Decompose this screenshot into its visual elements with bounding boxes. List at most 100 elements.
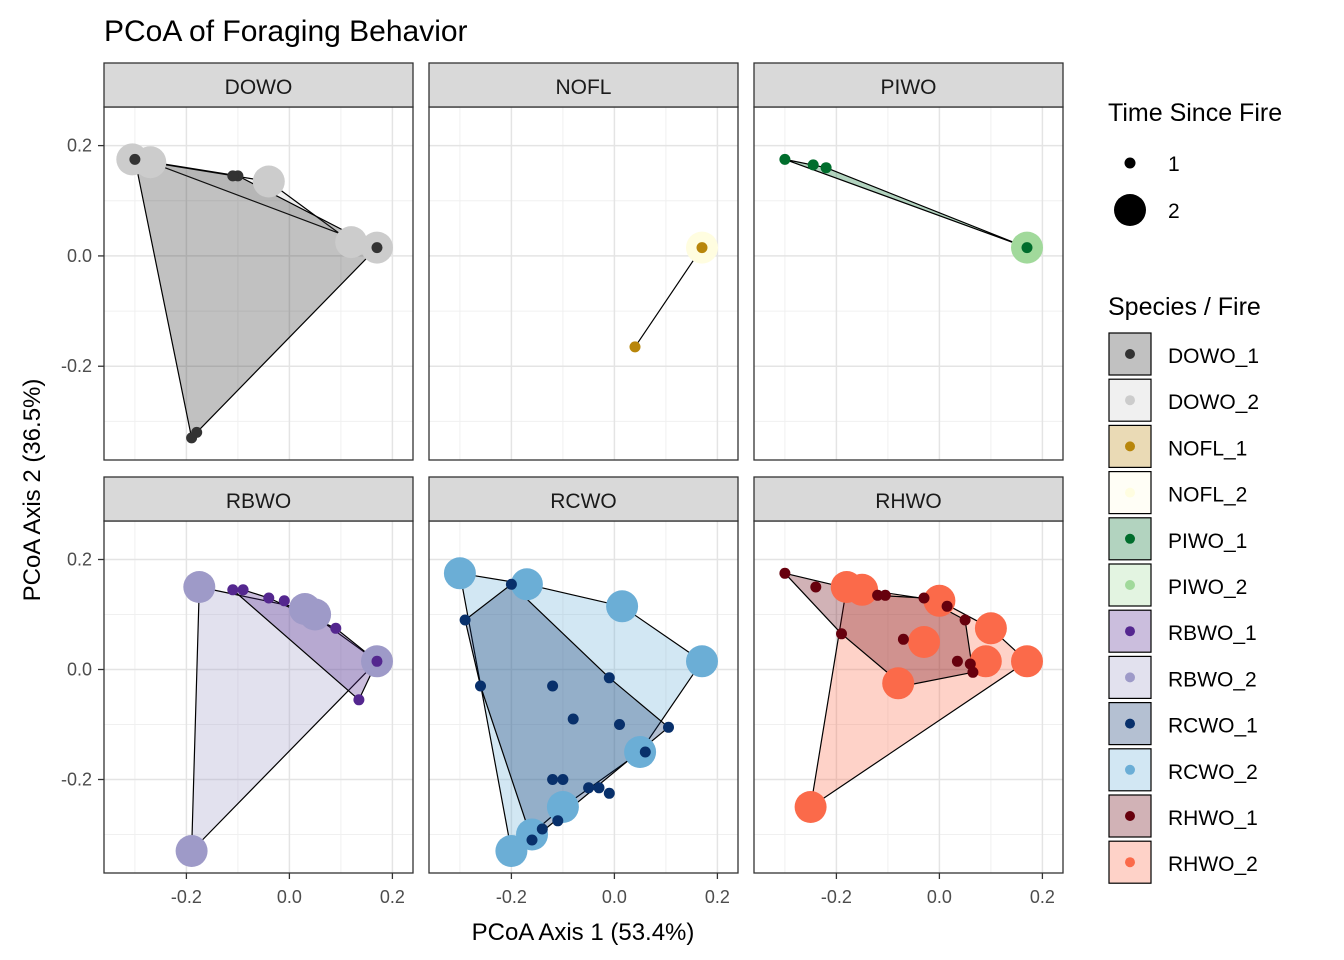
- point-nofl-1: [696, 242, 708, 254]
- y-tick-label: 0.0: [67, 660, 92, 680]
- color-legend: DOWO_1 DOWO_2 NOFL_1 NOFL_2 PIWO_1 PIWO_2 RBWO…: [1108, 332, 1259, 884]
- point-rbwo-1: [227, 584, 239, 596]
- color-legend-label: RHWO_1: [1168, 807, 1258, 830]
- point-rcwo-1: [552, 815, 564, 827]
- x-axis-ticks: -0.2 0.0 0.2 -0.2 0.0 0.2 -0.2 0.0 0.2: [171, 873, 1055, 907]
- color-legend-dot: [1125, 349, 1135, 359]
- color-legend-dot: [1125, 626, 1135, 637]
- point-rbwo-1: [371, 655, 383, 667]
- panel-rbwo: RBWO: [103, 476, 414, 874]
- point-rhwo-2: [882, 667, 915, 700]
- point-rcwo-1: [603, 672, 615, 684]
- point-rcwo-1: [603, 787, 615, 799]
- color-legend-label: DOWO_2: [1168, 391, 1259, 414]
- y-tick-label: 0.0: [67, 246, 92, 266]
- point-rhwo-1: [964, 658, 976, 670]
- size-legend-key: [1124, 157, 1136, 169]
- x-tick-label: 0.2: [380, 887, 405, 907]
- point-rcwo-1: [557, 774, 569, 785]
- color-legend-dot: [1125, 441, 1135, 452]
- chart-title: PCoA of Foraging Behavior: [104, 15, 468, 48]
- point-dowo-2: [252, 165, 285, 198]
- point-rhwo-1: [810, 581, 822, 593]
- strip-background: [103, 476, 414, 522]
- y-tick-label: 0.2: [67, 550, 92, 570]
- point-rcwo-1: [663, 721, 674, 733]
- point-rcwo-1: [547, 774, 559, 785]
- point-rhwo-1: [872, 589, 884, 601]
- point-rcwo-1: [536, 823, 548, 835]
- x-tick-label: 0.2: [705, 887, 730, 907]
- size-legend-title: Time Since Fire: [1108, 99, 1282, 127]
- point-rcwo-1: [567, 713, 579, 725]
- x-tick-label: 0.2: [1030, 887, 1055, 907]
- panel-rhwo: RHWO: [753, 476, 1064, 874]
- point-rcwo-1: [459, 614, 471, 626]
- point-rcwo-1: [593, 782, 605, 794]
- point-rbwo-1: [237, 584, 249, 596]
- point-rbwo-1: [278, 595, 290, 607]
- strip-label: RHWO: [875, 490, 942, 513]
- point-rbwo-1: [263, 592, 275, 604]
- point-rcwo-2: [510, 568, 543, 601]
- color-legend-dot: [1125, 672, 1135, 683]
- color-legend-label: RBWO_1: [1168, 622, 1257, 645]
- point-rbwo-2: [299, 598, 332, 631]
- point-rcwo-1: [475, 680, 486, 692]
- point-nofl-1: [629, 341, 641, 353]
- point-rhwo-1: [918, 592, 930, 604]
- point-rcwo-2: [495, 835, 528, 867]
- x-tick-label: -0.2: [496, 887, 527, 907]
- color-legend-label: DOWO_1: [1168, 345, 1259, 368]
- point-piwo-1: [807, 159, 819, 171]
- panel-dowo: DOWO: [103, 62, 414, 461]
- x-tick-label: -0.2: [821, 887, 852, 907]
- size-legend: 12: [1114, 153, 1180, 226]
- color-legend-title: Species / Fire: [1108, 293, 1261, 321]
- x-tick-label: 0.0: [602, 887, 627, 907]
- y-tick-label: -0.2: [61, 770, 92, 790]
- point-piwo-1: [820, 162, 832, 174]
- point-piwo-1: [1021, 242, 1033, 254]
- point-rhwo-2: [846, 573, 879, 606]
- point-dowo-1: [371, 242, 383, 254]
- point-rhwo-1: [941, 600, 953, 612]
- size-legend-key: [1114, 194, 1146, 226]
- color-legend-dot: [1125, 764, 1135, 775]
- x-tick-label: 0.0: [927, 887, 952, 907]
- point-rhwo-1: [967, 666, 979, 678]
- point-rcwo-1: [505, 578, 517, 590]
- point-dowo-1: [191, 426, 203, 438]
- color-legend-dot: [1125, 857, 1135, 868]
- facet-panels: DOWO NOFL PIWO RBWO RCWO RHWO: [103, 62, 1064, 874]
- point-rbwo-1: [330, 622, 342, 634]
- color-legend-dot: [1125, 395, 1135, 406]
- x-axis-title: PCoA Axis 1 (53.4%): [472, 919, 695, 946]
- panel-background: [429, 107, 738, 460]
- color-legend-label: PIWO_1: [1168, 530, 1247, 553]
- point-rcwo-1: [639, 746, 651, 758]
- strip-background: [428, 62, 739, 108]
- point-rcwo-2: [686, 645, 718, 678]
- point-rhwo-2: [969, 645, 1002, 678]
- hull-dowo-1: [134, 158, 378, 439]
- color-legend-dot: [1125, 533, 1135, 544]
- color-legend-label: RCWO_1: [1168, 715, 1258, 738]
- panel-nofl: NOFL: [428, 62, 739, 461]
- point-dowo-1: [129, 153, 141, 165]
- color-legend-label: RCWO_2: [1168, 761, 1258, 784]
- point-rcwo-1: [583, 782, 595, 794]
- legend: Time Since Fire 12 Species / Fire DOWO_1…: [1108, 99, 1282, 884]
- point-rcwo-1: [614, 719, 625, 730]
- color-legend-label: PIWO_2: [1168, 576, 1247, 599]
- y-axis-ticks: -0.2 0.0 0.2 -0.2 0.0 0.2: [61, 136, 104, 790]
- point-rcwo-1: [526, 834, 538, 846]
- strip-background: [753, 62, 1064, 108]
- color-legend-label: NOFL_1: [1168, 437, 1247, 460]
- point-rbwo-2: [183, 571, 216, 603]
- size-legend-label: 1: [1168, 153, 1180, 176]
- point-rcwo-2: [546, 791, 579, 823]
- x-tick-label: 0.0: [277, 887, 302, 907]
- y-axis-title: PCoA Axis 2 (36.5%): [19, 379, 46, 602]
